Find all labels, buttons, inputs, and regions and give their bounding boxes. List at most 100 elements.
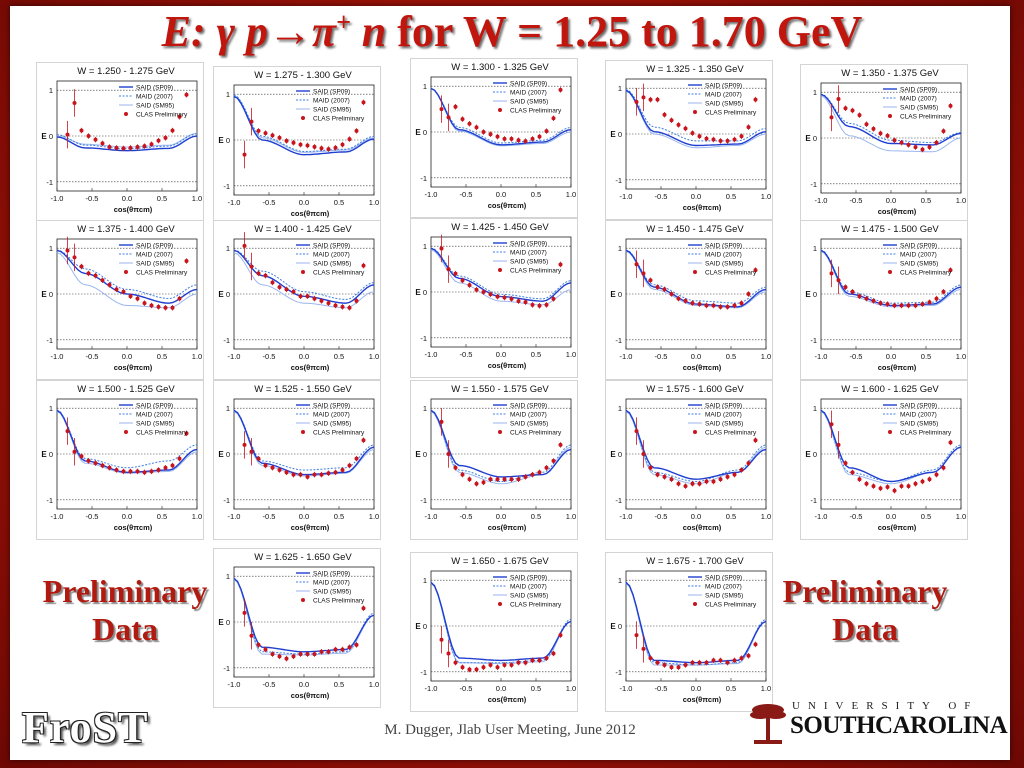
legend-clas-marker	[498, 430, 502, 434]
x-tick-label: 1.0	[192, 194, 202, 203]
x-tick-label: 1.0	[761, 352, 771, 361]
clas-data-point	[711, 479, 716, 484]
x-tick-label: 0.5	[921, 512, 931, 521]
clas-data-point	[899, 140, 904, 145]
clas-data-point	[537, 658, 542, 663]
clas-data-point	[263, 647, 268, 652]
legend-said-sm95-label: SAID (SM95)	[900, 105, 938, 112]
maid-curve	[430, 409, 572, 483]
chart-svg: W = 1.375 - 1.400 GeV 1 0 -1 E -1.0 -0.5 0.0 0.5…	[41, 224, 202, 372]
y-tick-label: 0	[423, 128, 427, 137]
y-tick-label: -1	[46, 496, 53, 505]
legend-maid-label: MAID (2007)	[313, 412, 350, 419]
clas-data-point	[305, 143, 310, 148]
clas-data-point	[885, 133, 890, 138]
clas-data-point	[648, 97, 653, 102]
chart-svg: W = 1.250 - 1.275 GeV 1 0 -1 E -1.0 -0.5 0.0 0.5…	[41, 66, 202, 214]
clas-data-point	[718, 138, 723, 143]
clas-data-point	[72, 101, 77, 105]
clas-data-point	[72, 449, 77, 454]
legend-clas-marker	[693, 430, 697, 434]
x-tick-label: 0.5	[531, 350, 541, 359]
clas-data-point	[857, 477, 862, 482]
x-tick-label: -1.0	[228, 512, 241, 521]
legend-maid-label: MAID (2007)	[510, 412, 547, 419]
clas-data-point	[142, 301, 147, 306]
legend-clas-marker	[124, 112, 128, 116]
maid-curve	[430, 88, 572, 144]
clas-data-point	[347, 137, 352, 142]
chart-title: W = 1.600 - 1.625 GeV	[841, 384, 939, 395]
chart-title: W = 1.275 - 1.300 GeV	[254, 70, 352, 81]
clas-data-point	[121, 469, 126, 474]
legend-said-sp09-label: SAID (SP09)	[705, 83, 742, 90]
clas-data-point	[641, 646, 646, 651]
clas-data-point	[906, 484, 911, 489]
x-tick-label: 0.5	[726, 192, 736, 201]
y-tick-label: 0	[226, 136, 230, 145]
clas-data-point	[242, 442, 247, 447]
legend-clas-label: CLAS Preliminary	[313, 430, 365, 437]
x-tick-label: -1.0	[425, 512, 438, 521]
clas-data-point	[530, 658, 535, 663]
chart-title: W = 1.475 - 1.500 GeV	[841, 224, 939, 235]
clas-data-point	[263, 463, 268, 468]
x-tick-label: 0.0	[496, 350, 506, 359]
legend-clas-marker	[124, 270, 128, 274]
x-axis-label: cos(θπcm)	[683, 363, 722, 372]
y-axis-label: E	[415, 288, 421, 297]
clas-data-point	[170, 305, 175, 310]
chart-title: W = 1.550 - 1.575 GeV	[451, 384, 549, 395]
clas-data-point	[446, 115, 451, 120]
clas-data-point	[460, 472, 465, 477]
maid-curve	[820, 249, 962, 304]
clas-data-point	[256, 128, 261, 133]
x-tick-label: 0.0	[886, 512, 896, 521]
clas-data-point	[298, 652, 303, 657]
legend-said-sp09-label: SAID (SP09)	[510, 81, 547, 88]
y-tick-label: -1	[46, 178, 53, 187]
clas-data-point	[836, 278, 841, 283]
legend-said-sm95-label: SAID (SM95)	[136, 421, 174, 428]
legend-said-sm95-label: SAID (SM95)	[313, 261, 351, 268]
x-tick-label: 0.0	[496, 190, 506, 199]
said-sm95-curve	[820, 250, 962, 308]
legend-said-sm95-label: SAID (SM95)	[705, 421, 743, 428]
clas-data-point	[284, 656, 289, 661]
x-tick-label: -1.0	[815, 512, 828, 521]
preliminary-word: Preliminary	[42, 573, 208, 609]
legend-said-sp09-label: SAID (SP09)	[705, 243, 742, 250]
clas-data-point	[184, 92, 189, 97]
clas-data-point	[655, 285, 660, 290]
clas-data-point	[871, 298, 876, 303]
x-tick-label: 0.0	[299, 198, 309, 207]
clas-data-point	[467, 667, 472, 672]
clas-data-point	[460, 278, 465, 283]
maid-curve	[625, 409, 767, 483]
clas-data-point	[488, 477, 493, 482]
clas-data-point	[843, 106, 848, 111]
clas-data-point	[753, 97, 758, 102]
clas-data-point	[333, 303, 338, 308]
clas-data-point	[291, 289, 296, 294]
x-tick-label: 1.0	[369, 512, 379, 521]
x-tick-label: 1.0	[566, 512, 576, 521]
clas-data-point	[305, 474, 310, 479]
y-tick-label: 1	[618, 244, 622, 253]
clas-data-point	[878, 486, 883, 491]
clas-data-point	[662, 287, 667, 292]
legend-said-sp09-label: SAID (SP09)	[705, 403, 742, 410]
clas-data-point	[79, 264, 84, 269]
said-sm95-curve	[625, 583, 767, 666]
said-sm95-curve	[56, 252, 198, 309]
clas-data-point	[718, 658, 723, 663]
preliminary-label-left: Preliminary Data	[30, 572, 220, 648]
y-tick-label: -1	[223, 496, 230, 505]
legend-said-sp09-label: SAID (SP09)	[136, 403, 173, 410]
clas-data-point	[544, 656, 549, 661]
x-tick-label: 1.0	[761, 684, 771, 693]
clas-data-point	[100, 463, 105, 468]
x-tick-label: 0.5	[531, 512, 541, 521]
clas-data-point	[711, 303, 716, 308]
clas-data-point	[864, 296, 869, 301]
